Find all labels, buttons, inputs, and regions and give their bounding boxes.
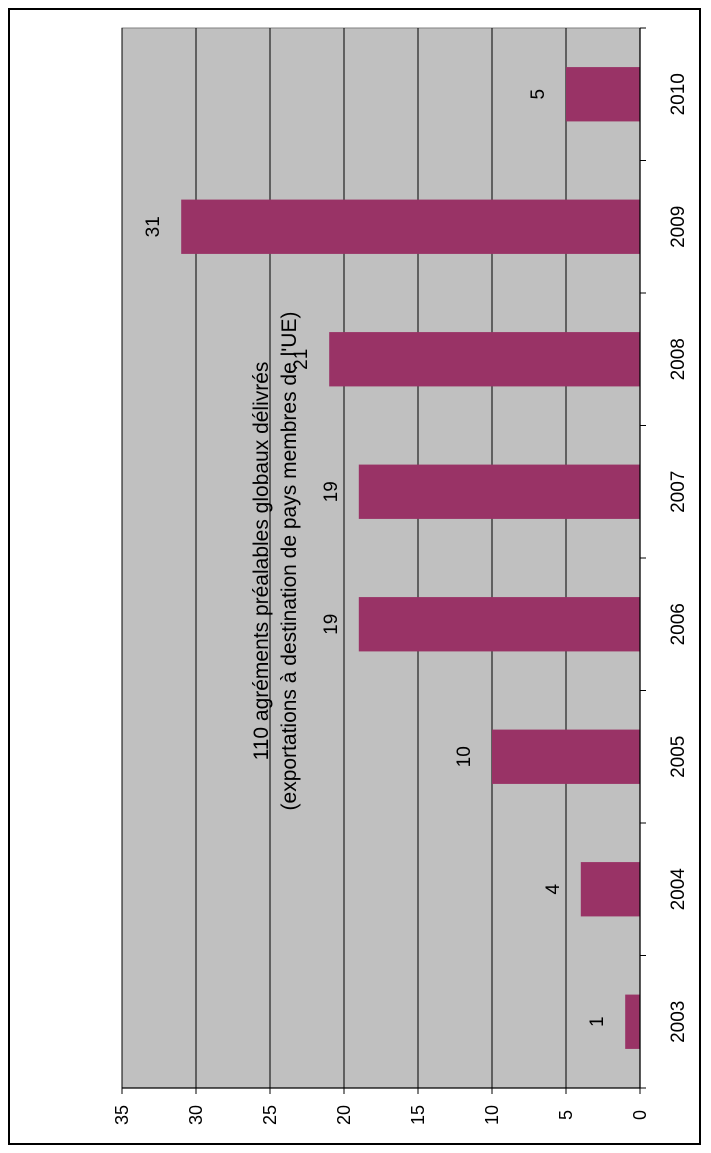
chart-title: 110 agréments préalables globaux délivré… — [250, 362, 273, 761]
bar-2005 — [492, 729, 640, 784]
category-label-2004: 2004 — [668, 868, 689, 911]
chart-subtitle: (exportations à destination de pays memb… — [278, 312, 301, 811]
data-label-2009: 31 — [143, 216, 164, 237]
bar-2007 — [358, 464, 640, 519]
value-tick-label-25: 25 — [260, 1105, 280, 1125]
value-tick-label-0: 0 — [630, 1110, 650, 1120]
bar-2003 — [625, 994, 640, 1049]
value-tick-label-5: 5 — [556, 1110, 576, 1120]
category-label-2003: 2003 — [668, 1001, 689, 1043]
value-tick-label-10: 10 — [482, 1105, 502, 1125]
value-tick-label-15: 15 — [408, 1105, 428, 1125]
bar-2004 — [580, 862, 640, 917]
data-label-2005: 10 — [454, 746, 475, 767]
value-tick-label-35: 35 — [112, 1105, 132, 1125]
category-labels: 2003 2004 2005 2006 2007 2008 2009 2010 — [668, 73, 689, 1043]
value-tick-label-30: 30 — [186, 1105, 206, 1125]
data-label-2008: 21 — [291, 349, 312, 370]
category-label-2006: 2006 — [668, 603, 689, 645]
data-label-2004: 4 — [543, 884, 564, 895]
value-tick-label-20: 20 — [334, 1105, 354, 1125]
bar-2006 — [358, 597, 640, 652]
data-label-2007: 19 — [321, 481, 342, 502]
data-label-2003: 1 — [587, 1016, 608, 1027]
plot-area — [121, 27, 641, 1089]
category-label-2010: 2010 — [668, 73, 689, 115]
data-labels: 1 4 10 19 19 21 31 5 — [143, 89, 608, 1027]
category-label-2005: 2005 — [668, 736, 689, 778]
bars — [181, 67, 640, 1049]
bar-2008 — [329, 332, 640, 387]
value-tick-labels: 0 5 10 15 20 25 30 35 — [112, 1105, 650, 1125]
category-label-2008: 2008 — [668, 338, 689, 380]
bar-2010 — [566, 67, 640, 122]
bar-2009 — [181, 199, 640, 254]
data-label-2006: 19 — [321, 614, 342, 635]
data-label-2010: 5 — [528, 89, 549, 100]
category-label-2007: 2007 — [668, 471, 689, 513]
axes — [121, 27, 646, 1094]
category-label-2009: 2009 — [668, 206, 689, 248]
